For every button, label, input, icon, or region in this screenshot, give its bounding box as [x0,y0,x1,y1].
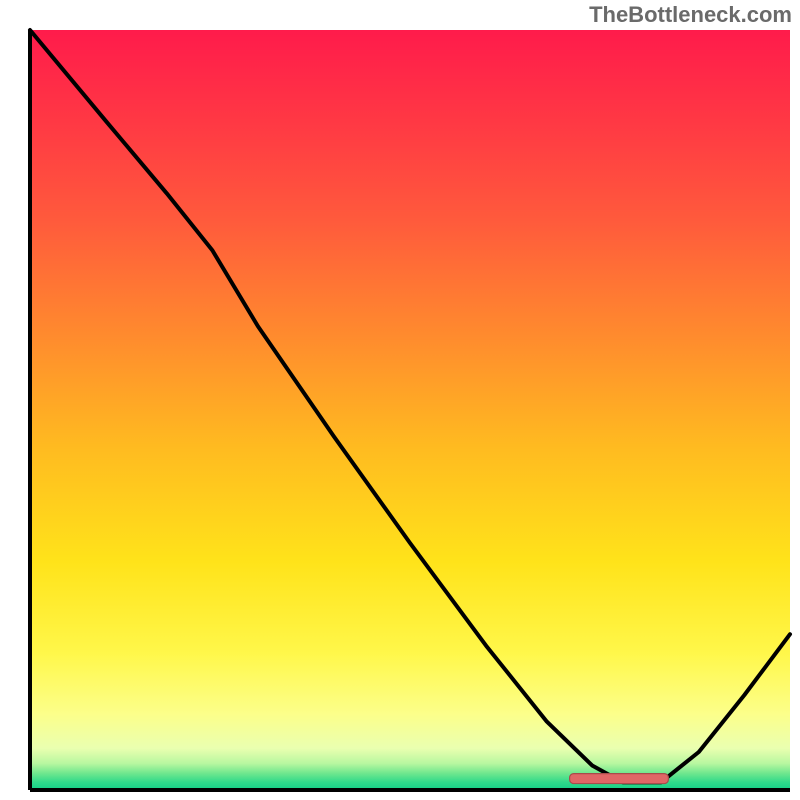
optimal-range-marker [570,774,669,784]
watermark-text: TheBottleneck.com [589,2,792,28]
chart-gradient-background [30,30,790,790]
